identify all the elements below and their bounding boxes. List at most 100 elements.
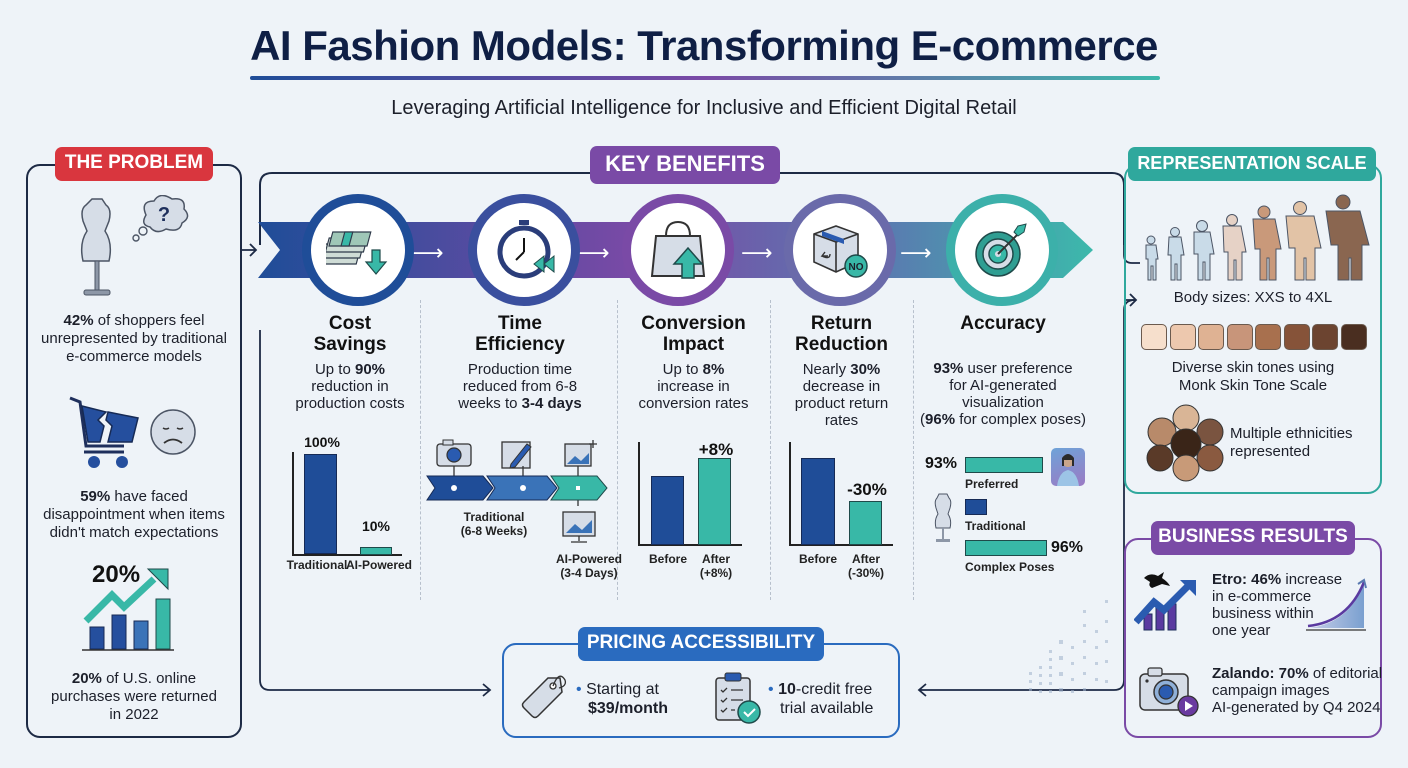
return-bar-before bbox=[801, 458, 835, 545]
problem-stat-3: 20% of U.S. online purchases were return… bbox=[51, 670, 217, 723]
cost-bar-label-ai: 10% bbox=[361, 518, 391, 534]
ethnicities-avatars-icon bbox=[1146, 404, 1224, 482]
ai-model-avatar bbox=[1051, 448, 1085, 486]
benefit-conversion-title: Conversion Impact bbox=[641, 313, 746, 355]
timeline-chart bbox=[426, 439, 608, 543]
figure-4xl bbox=[1325, 194, 1370, 281]
accuracy-label-complex: 96% bbox=[1051, 539, 1084, 556]
conversion-annotation: +8% bbox=[698, 440, 734, 459]
business-badge: BUSINESS RESULTS bbox=[1151, 521, 1355, 555]
benefit-circle-accuracy bbox=[946, 194, 1058, 306]
edit-icon bbox=[501, 441, 532, 469]
problem-stat-2: 59% have faced disappointment when items… bbox=[43, 488, 225, 541]
stopwatch-fast-icon bbox=[497, 220, 555, 279]
mannequin-small-icon bbox=[934, 493, 952, 542]
benefit-accuracy-desc: 93% user preference for AI-generated visua… bbox=[920, 360, 1086, 428]
accuracy-bar-traditional bbox=[965, 499, 987, 515]
conversion-xlabel-before: Before bbox=[648, 552, 687, 566]
problem-badge: THE PROBLEM bbox=[55, 147, 213, 181]
flow-arrow-2: ⟶ bbox=[578, 240, 610, 265]
skin-tone-2 bbox=[1169, 324, 1196, 350]
page-subtitle: Leveraging Artificial Intelligence for I… bbox=[391, 97, 1017, 119]
benefit-circle-time bbox=[468, 194, 580, 306]
mannequin-question-icon: ? bbox=[80, 195, 189, 296]
target-icon bbox=[975, 223, 1027, 277]
clipboard-check-icon bbox=[715, 672, 761, 724]
decorative-dot-matrix bbox=[1029, 600, 1108, 693]
pricing-trial: • 10-credit free trial available bbox=[768, 681, 874, 717]
skin-tone-1 bbox=[1141, 324, 1167, 350]
benefit-divider-4 bbox=[913, 300, 914, 600]
zalando-result: Zalando: 70% of editorial campaign image… bbox=[1212, 665, 1383, 716]
title-underline bbox=[250, 76, 1160, 80]
image-plus-icon bbox=[564, 440, 597, 467]
benefit-return-title: Return Reduction bbox=[795, 313, 888, 355]
body-sizes-label: Body sizes: XXS to 4XL bbox=[1173, 289, 1333, 306]
timeline-label-ai: AI-Powered (3-4 Days) bbox=[555, 552, 622, 580]
etro-result: Etro: 46% increase in e-commerce busines… bbox=[1212, 571, 1343, 639]
growth-curve-icon bbox=[1306, 578, 1367, 631]
cost-chart: 100% 10% Traditional AI-Powered bbox=[287, 430, 412, 572]
benefit-circle-conversion bbox=[622, 194, 734, 306]
skin-tone-6 bbox=[1283, 324, 1310, 350]
benefit-conversion-desc: Up to 8% increase in conversion rates bbox=[638, 361, 749, 412]
benefit-circle-cost bbox=[302, 194, 414, 306]
return-xlabel-after: After (-30%) bbox=[847, 552, 884, 580]
benefit-time-title: Time Efficiency bbox=[475, 313, 565, 355]
monitor-icon bbox=[562, 511, 596, 543]
skin-tone-4 bbox=[1226, 324, 1253, 350]
figure-xxs bbox=[1145, 235, 1159, 281]
cost-bar-ai bbox=[360, 547, 392, 555]
skin-tone-3 bbox=[1198, 324, 1224, 350]
flow-arrow-4: ⟶ bbox=[900, 240, 932, 265]
accuracy-xlabel-complex: Complex Poses bbox=[965, 560, 1055, 574]
figure-l bbox=[1252, 205, 1282, 281]
svg-text:?: ? bbox=[158, 204, 170, 226]
problem-stat-1: 42% of shoppers feel unrepresented by tr… bbox=[41, 312, 227, 365]
benefit-divider-2 bbox=[617, 300, 618, 600]
benefit-divider-1 bbox=[420, 300, 421, 600]
accuracy-bar-complex bbox=[965, 540, 1047, 556]
conversion-xlabel-after: After (+8%) bbox=[699, 552, 733, 580]
camera-icon bbox=[436, 439, 472, 467]
accuracy-label-preferred: 93% bbox=[925, 455, 958, 472]
benefit-time: Time Efficiency Production time reduced fr… bbox=[440, 313, 600, 412]
bag-up-arrow-icon bbox=[650, 220, 706, 279]
accuracy-bar-preferred bbox=[965, 457, 1043, 473]
return-box-no-icon: NO bbox=[813, 225, 868, 278]
benefit-divider-3 bbox=[770, 300, 771, 600]
benefit-cost-desc: Up to 90% reduction in production costs bbox=[295, 361, 405, 412]
broken-cart-sad-icon bbox=[69, 396, 196, 468]
rising-chart-icon bbox=[82, 568, 174, 651]
body-sizes-figures bbox=[1145, 194, 1370, 281]
skin-tone-7 bbox=[1312, 324, 1338, 350]
skin-tone-scale bbox=[1141, 324, 1367, 350]
flow-arrow-3: ⟶ bbox=[741, 240, 773, 265]
benefit-cost-title: Cost Savings bbox=[313, 313, 387, 355]
skin-tone-5 bbox=[1255, 324, 1281, 350]
return-bar-after bbox=[849, 501, 882, 545]
no-badge-text: NO bbox=[849, 262, 864, 273]
timeline-label-traditional: Traditional (6-8 Weeks) bbox=[460, 510, 528, 538]
return-xlabel-before: Before bbox=[798, 552, 837, 566]
flow-arrow-1: ⟶ bbox=[412, 240, 444, 265]
benefit-accuracy: Accuracy 93% user preference for AI-gener… bbox=[913, 313, 1093, 428]
representation-badge: REPRESENTATION SCALE bbox=[1128, 147, 1376, 181]
benefit-accuracy-title: Accuracy bbox=[960, 313, 1046, 334]
benefit-time-desc: Production time reduced from 6-8 weeks to … bbox=[458, 361, 582, 412]
rising-chart-label: 20% bbox=[92, 561, 141, 588]
conversion-bar-before bbox=[651, 476, 684, 545]
figure-xl bbox=[1285, 201, 1322, 281]
ethnicities-label: Multiple ethnicities represented bbox=[1230, 425, 1353, 460]
zalando-camera-icon bbox=[1139, 667, 1199, 717]
return-annotation: -30% bbox=[847, 480, 887, 499]
benefit-cost: Cost Savings Up to 90% reduction in product… bbox=[280, 313, 420, 412]
skin-tone-8 bbox=[1340, 324, 1367, 350]
etro-growth-icon bbox=[1134, 572, 1196, 631]
conversion-chart: +8% Before After (+8%) bbox=[638, 440, 758, 580]
figure-xs bbox=[1167, 227, 1185, 281]
price-tag-icon bbox=[521, 675, 567, 719]
figure-m bbox=[1222, 214, 1247, 281]
benefit-return: Return Reduction Nearly 30% decrease in pro… bbox=[770, 313, 913, 429]
page-title: AI Fashion Models: Transforming E-commer… bbox=[250, 22, 1158, 69]
